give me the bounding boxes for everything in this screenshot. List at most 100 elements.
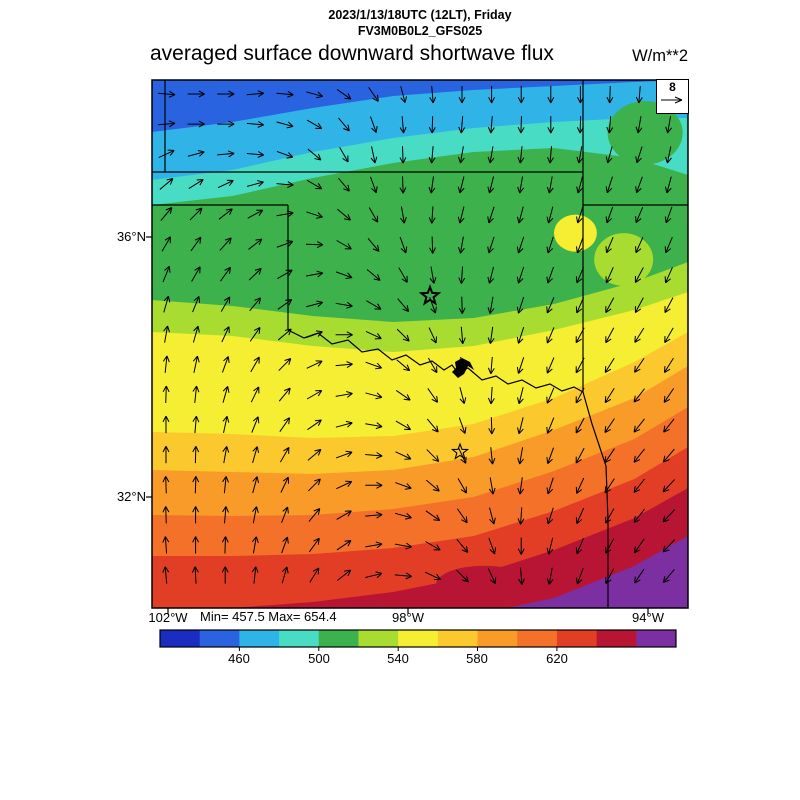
- wind-arrow: [308, 537, 320, 553]
- wind-arrow: [336, 89, 352, 100]
- wind-arrow: [662, 448, 675, 463]
- wind-arrow: [246, 120, 265, 128]
- wind-arrow: [281, 506, 289, 524]
- wind-arrow: [517, 86, 525, 104]
- wind-arrow: [399, 146, 407, 164]
- wind-arrow: [487, 296, 495, 314]
- wind-arrow: [547, 146, 554, 164]
- wind-arrow: [575, 236, 584, 254]
- wind-arrow: [546, 297, 555, 314]
- wind-arrow: [546, 477, 554, 495]
- wind-arrow: [487, 568, 497, 585]
- wind-arrow: [217, 90, 235, 98]
- wind-arrow: [516, 236, 525, 254]
- colorbar-segment: [556, 630, 598, 647]
- wind-arrow: [399, 116, 407, 134]
- wind-arrow: [278, 387, 291, 402]
- wind-arrow: [575, 537, 584, 555]
- wind-arrow: [664, 327, 674, 344]
- wind-arrow: [217, 150, 235, 158]
- wind-arrow: [575, 507, 585, 525]
- wind-arrow: [488, 537, 497, 555]
- wind-arrow: [604, 478, 615, 494]
- wind-arrow: [220, 266, 231, 282]
- wind-arrow: [634, 357, 645, 373]
- flux-band-660: [152, 536, 688, 608]
- wind-arrow: [252, 506, 259, 524]
- wind-arrow: [575, 417, 585, 434]
- wind-arrow: [162, 536, 170, 554]
- wind-arrow: [458, 236, 465, 254]
- wind-arrow: [306, 300, 324, 308]
- wind-arrow: [163, 325, 170, 343]
- wind-arrow: [458, 86, 466, 104]
- wind-arrow: [248, 267, 262, 281]
- wind-arrow: [663, 357, 674, 373]
- wind-arrow: [335, 361, 353, 369]
- border-red-river: [287, 329, 584, 393]
- wind-arrow: [428, 206, 436, 224]
- wind-arrow: [633, 388, 645, 403]
- colorbar-segment: [596, 630, 637, 647]
- wind-arrow: [192, 355, 200, 373]
- wind-arrow: [220, 296, 231, 312]
- wind-arrow: [395, 482, 412, 490]
- wind-arrow: [664, 176, 672, 194]
- wind-arrow: [605, 146, 613, 164]
- wind-arrow: [518, 567, 525, 585]
- wind-arrow: [605, 176, 613, 194]
- wind-arrow: [517, 507, 525, 525]
- wind-arrow: [365, 511, 383, 519]
- model-header: FV3M0B0L2_GFS025: [357, 24, 483, 38]
- wind-arrow: [458, 146, 465, 164]
- wind-arrow: [576, 86, 584, 104]
- wind-arrow: [664, 267, 673, 284]
- wind-arrow: [396, 328, 410, 342]
- wind-arrow: [575, 477, 585, 494]
- wind-arrow: [307, 448, 322, 461]
- wind-arrow: [192, 476, 200, 494]
- wind-arrow: [335, 301, 353, 309]
- wind-arrow: [487, 266, 495, 284]
- contour-field: [152, 80, 688, 608]
- wind-arrow: [192, 415, 200, 434]
- wind-arrow: [635, 116, 643, 134]
- wind-arrow: [456, 539, 469, 553]
- wind-arrow: [277, 299, 293, 310]
- wind-arrow: [336, 539, 352, 551]
- wind-arrow: [306, 330, 323, 339]
- wind-arrow: [192, 385, 200, 404]
- vector-ref-arrow-icon: [661, 96, 683, 104]
- wind-arrow: [487, 236, 495, 254]
- wind-arrow: [308, 508, 321, 522]
- wind-arrow: [191, 566, 199, 584]
- wind-arrow: [455, 569, 469, 583]
- wind-arrow: [634, 267, 644, 283]
- wind-arrow: [546, 327, 555, 344]
- wind-arrow: [605, 236, 614, 254]
- wind-arrow: [162, 566, 170, 584]
- wind-arrow: [429, 266, 437, 284]
- colorbar-segment: [318, 630, 359, 647]
- wind-arrow: [251, 566, 259, 584]
- wind-arrow: [605, 568, 615, 584]
- wind-arrow: [248, 238, 263, 250]
- wind-arrow: [635, 176, 643, 194]
- wind-arrow: [458, 417, 467, 434]
- wind-arrow: [252, 476, 260, 494]
- vector-reference-box: 8: [656, 79, 689, 114]
- wind-arrow: [365, 330, 382, 340]
- wind-arrow: [162, 355, 170, 373]
- colorbar-tick-500: 500: [308, 651, 330, 666]
- wind-arrow: [365, 452, 383, 459]
- wind-arrow: [576, 206, 584, 224]
- wind-arrow: [190, 236, 202, 252]
- wind-arrow: [398, 267, 408, 283]
- lon-label-94w: 94°W: [632, 610, 664, 625]
- wind-arrow: [222, 506, 229, 524]
- wind-arrow: [635, 85, 643, 104]
- wind-arrow: [192, 506, 200, 524]
- colorbar-segment: [398, 630, 439, 647]
- wind-arrow: [576, 116, 584, 134]
